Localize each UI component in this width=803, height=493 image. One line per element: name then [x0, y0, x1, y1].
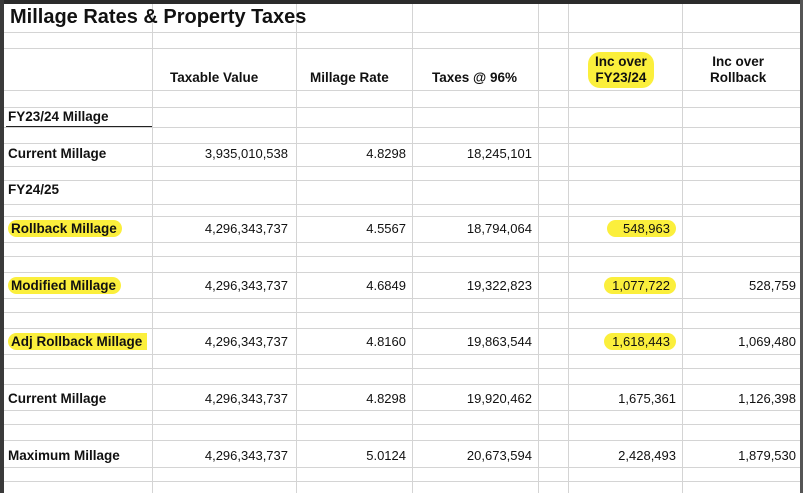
gridline: [4, 424, 800, 425]
header-inc-over-rollback: Inc over Rollback: [710, 54, 766, 86]
cell-taxes: 18,794,064: [466, 221, 532, 236]
gridline: [4, 256, 800, 257]
row-label-highlight: Adj Rollback Millage: [8, 333, 148, 350]
inc-fy-highlight: 1,618,443: [604, 333, 676, 350]
cell-inc-over-rollback: 528,759: [749, 278, 796, 293]
header-inc-over-fy2324: Inc over FY23/24: [588, 52, 654, 88]
gridline: [4, 467, 800, 468]
gridline: [4, 107, 800, 108]
inc-fy-highlight: 1,077,722: [604, 277, 676, 294]
inc-fy-highlight: 548,963: [607, 220, 676, 237]
row-label: Current Millage: [8, 146, 107, 161]
sheet-title: Millage Rates & Property Taxes: [10, 6, 307, 28]
gridline: [4, 354, 800, 355]
gridline: [4, 32, 800, 33]
window-left-border: [0, 0, 4, 493]
gridline: [4, 312, 800, 313]
gridline: [4, 298, 800, 299]
cell-taxes: 19,322,823: [466, 278, 532, 293]
gridline: [568, 4, 569, 493]
cell-millage-rate: 4.6849: [366, 278, 406, 293]
gridline: [538, 4, 539, 493]
gridline: [4, 166, 800, 167]
header-inc-rb-line1: Inc over: [712, 54, 765, 69]
gridline: [4, 216, 800, 217]
cell-millage-rate: 4.8160: [366, 334, 406, 349]
row-label: Modified Millage: [8, 277, 122, 295]
cell-inc-over-fy2324: 548,963: [568, 220, 676, 238]
gridline: [4, 204, 800, 205]
cell-millage-rate: 5.0124: [366, 448, 406, 463]
cell-taxable-value: 4,296,343,737: [204, 334, 288, 349]
gridline: [4, 272, 800, 273]
gridline: [4, 328, 800, 329]
row-label: Rollback Millage: [8, 220, 122, 238]
cell-inc-over-fy2324: 2,428,493: [618, 448, 676, 463]
gridline: [4, 368, 800, 369]
row-label: Adj Rollback Millage: [8, 333, 152, 351]
cell-taxable-value: 4,296,343,737: [204, 448, 288, 463]
row-label-highlight: Modified Millage: [8, 277, 122, 294]
cell-taxes: 20,673,594: [466, 448, 532, 463]
cell-taxes: 19,863,544: [466, 334, 532, 349]
window-top-border: [0, 0, 803, 4]
header-taxable-value: Taxable Value: [170, 70, 259, 85]
cell-taxable-value: 3,935,010,538: [204, 146, 288, 161]
gridline: [4, 410, 800, 411]
header-inc-fy-line1: Inc over: [595, 54, 647, 69]
cell-taxable-value: 4,296,343,737: [204, 278, 288, 293]
cell-inc-over-rollback: 1,879,530: [738, 448, 796, 463]
header-inc-rb-line2: Rollback: [710, 70, 767, 85]
cell-inc-over-rollback: 1,069,480: [738, 334, 796, 349]
section-underline: [6, 126, 152, 127]
cell-inc-over-fy2324: 1,618,443: [568, 333, 676, 351]
gridline: [4, 440, 800, 441]
gridline: [682, 4, 683, 493]
section-label-fy2324: FY23/24 Millage: [8, 109, 109, 124]
gridline: [4, 143, 800, 144]
window-right-border: [800, 0, 803, 493]
cell-taxes: 18,245,101: [466, 146, 532, 161]
header-millage-rate: Millage Rate: [310, 70, 389, 85]
section-label-fy2425: FY24/25: [8, 182, 60, 197]
cell-taxable-value: 4,296,343,737: [204, 391, 288, 406]
gridline: [4, 90, 800, 91]
cell-millage-rate: 4.8298: [366, 391, 406, 406]
cell-inc-over-rollback: 1,126,398: [738, 391, 796, 406]
cell-inc-over-fy2324: 1,675,361: [618, 391, 676, 406]
gridline: [296, 4, 297, 493]
gridline: [4, 48, 800, 49]
row-label: Maximum Millage: [8, 448, 120, 463]
header-taxes: Taxes @ 96%: [432, 70, 517, 85]
row-label: Current Millage: [8, 391, 107, 406]
cell-taxes: 19,920,462: [466, 391, 532, 406]
header-inc-fy-line2: FY23/24: [595, 70, 647, 85]
gridline: [4, 127, 800, 128]
gridline: [4, 180, 800, 181]
cell-millage-rate: 4.5567: [366, 221, 406, 236]
gridline: [4, 481, 800, 482]
gridline: [4, 384, 800, 385]
gridline: [4, 242, 800, 243]
row-label-highlight: Rollback Millage: [8, 220, 122, 237]
cell-inc-over-fy2324: 1,077,722: [568, 277, 676, 295]
cell-millage-rate: 4.8298: [366, 146, 406, 161]
gridline: [152, 4, 153, 493]
cell-taxable-value: 4,296,343,737: [204, 221, 288, 236]
gridline: [412, 4, 413, 493]
